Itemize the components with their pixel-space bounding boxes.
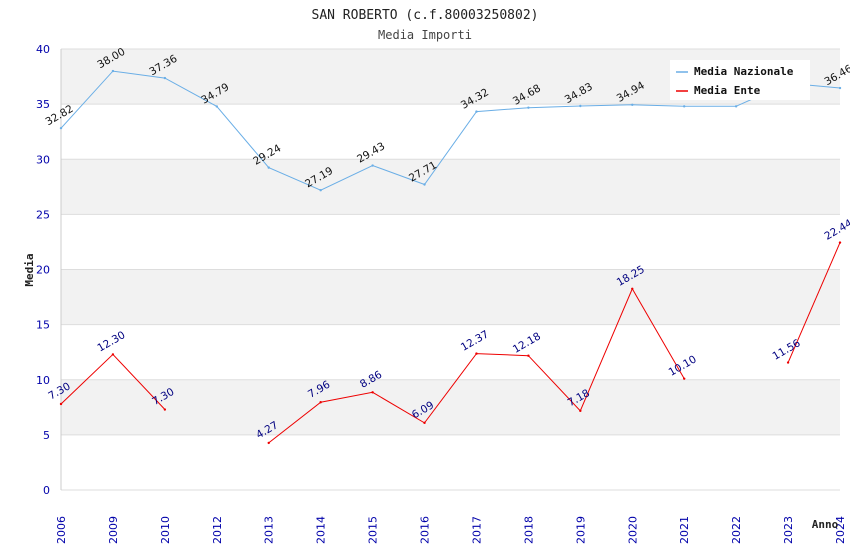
- x-tick-label: 2014: [315, 516, 328, 544]
- y-tick-label: 25: [36, 208, 50, 221]
- y-tick-label: 0: [43, 484, 50, 497]
- x-tick-label: 2016: [419, 516, 432, 544]
- series-line-media-ente: [787, 242, 841, 363]
- data-point-media-nazionale: [475, 110, 478, 113]
- data-point-media-nazionale: [267, 166, 270, 169]
- data-point-media-nazionale: [683, 105, 686, 108]
- y-tick-label: 20: [36, 264, 50, 277]
- x-tick-label: 2021: [678, 516, 691, 544]
- data-point-media-nazionale: [111, 69, 115, 73]
- x-tick-label: 2017: [470, 516, 483, 544]
- chart-title: SAN ROBERTO (c.f.80003250802): [312, 8, 539, 23]
- data-point-media-ente: [683, 377, 686, 380]
- data-point-media-nazionale: [631, 103, 634, 106]
- data-point-media-ente: [475, 352, 478, 355]
- x-axis-label: Anno: [812, 518, 839, 531]
- x-tick-label: 2012: [211, 516, 224, 544]
- data-point-media-nazionale: [423, 183, 426, 186]
- grid-band: [61, 434, 840, 490]
- x-tick-label: 2010: [159, 516, 172, 544]
- grid-bands: [61, 49, 840, 490]
- data-point-media-nazionale: [838, 86, 842, 90]
- data-point-media-ente: [527, 354, 530, 357]
- data-point-media-nazionale: [59, 126, 63, 130]
- grid-band: [61, 324, 840, 380]
- x-tick-label: 2013: [263, 516, 276, 544]
- y-tick-label: 30: [36, 153, 50, 166]
- grid-band: [61, 159, 840, 215]
- x-tick-label: 2018: [522, 516, 535, 544]
- y-axis-label: Media: [23, 253, 36, 286]
- y-tick-label: 10: [36, 374, 50, 387]
- y-axis-ticks: 0 5 10 15 20 25 30 35 40: [36, 43, 50, 497]
- data-point-media-nazionale: [371, 164, 374, 167]
- legend-label-media-ente: Media Ente: [694, 84, 761, 97]
- data-point-media-nazionale: [215, 105, 218, 108]
- x-tick-label: 2024: [834, 516, 847, 544]
- y-tick-label: 35: [36, 98, 50, 111]
- data-point-media-ente: [59, 402, 63, 406]
- data-point-media-nazionale: [527, 106, 530, 109]
- legend-label-media-nazionale: Media Nazionale: [694, 65, 794, 78]
- y-tick-label: 40: [36, 43, 50, 56]
- data-point-media-ente: [631, 287, 634, 290]
- grid-band: [61, 214, 840, 270]
- data-point-media-ente: [111, 353, 115, 356]
- x-tick-label: 2022: [730, 516, 743, 544]
- data-point-media-nazionale: [319, 189, 322, 192]
- data-point-media-nazionale: [579, 104, 582, 108]
- data-point-media-ente: [579, 409, 582, 413]
- y-tick-label: 5: [43, 429, 50, 442]
- x-axis-ticks: 2006 2009 2010 2012 2013 2014 2015 2016 2017 2018…: [55, 516, 847, 544]
- x-tick-label: 2006: [55, 516, 68, 544]
- grid-band: [61, 104, 840, 160]
- chart-subtitle: Media Importi: [378, 28, 472, 42]
- grid-band: [61, 269, 840, 325]
- data-point-media-ente: [838, 241, 842, 244]
- x-tick-label: 2019: [574, 516, 587, 544]
- data-point-media-nazionale: [163, 76, 167, 80]
- data-point-media-ente: [371, 391, 374, 394]
- series-line-media-nazionale: [60, 70, 841, 191]
- plot-lines: [60, 48, 840, 491]
- data-point-media-ente: [786, 361, 790, 364]
- legend-box: [670, 60, 810, 100]
- y-tick-label: 15: [36, 319, 50, 332]
- x-tick-label: 2023: [782, 516, 795, 544]
- data-point-media-ente: [267, 441, 270, 445]
- legend: Media Nazionale Media Ente: [670, 60, 810, 100]
- data-point-media-ente: [423, 421, 426, 425]
- x-tick-label: 2015: [367, 516, 380, 544]
- x-tick-label: 2020: [626, 516, 639, 544]
- data-point-media-ente: [163, 408, 167, 411]
- data-point-media-ente: [319, 401, 322, 404]
- x-tick-label: 2009: [107, 516, 120, 544]
- data-point-media-nazionale: [734, 105, 738, 108]
